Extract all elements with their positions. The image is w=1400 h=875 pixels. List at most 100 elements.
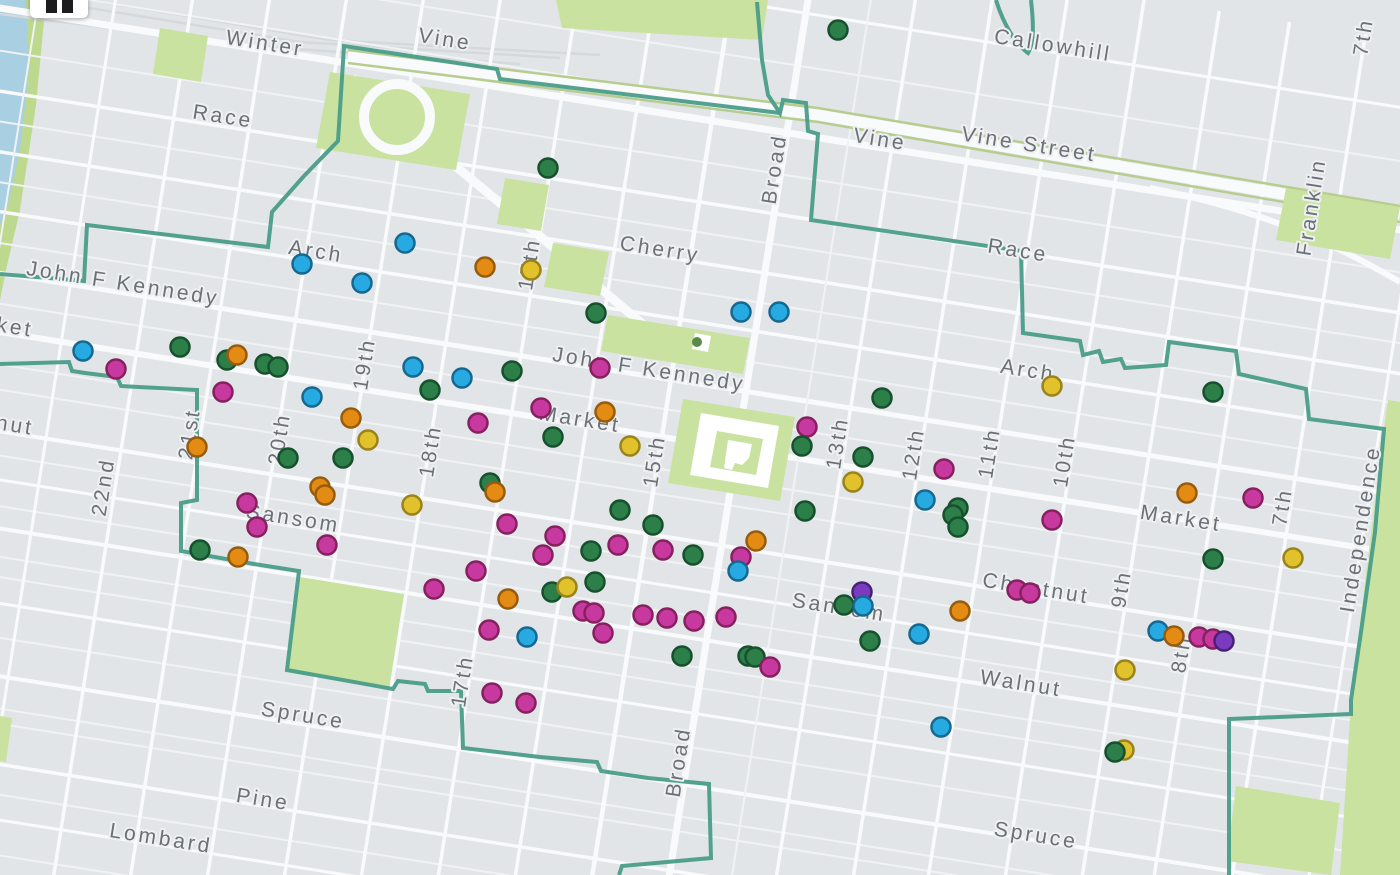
data-point-marker[interactable] bbox=[656, 607, 678, 629]
data-point-marker[interactable] bbox=[589, 357, 611, 379]
data-point-marker[interactable] bbox=[532, 544, 554, 566]
data-point-marker[interactable] bbox=[236, 492, 258, 514]
data-point-marker[interactable] bbox=[683, 610, 705, 632]
data-point-marker[interactable] bbox=[189, 539, 211, 561]
data-point-marker[interactable] bbox=[930, 716, 952, 738]
data-point-marker[interactable] bbox=[227, 546, 249, 568]
data-point-marker[interactable] bbox=[484, 481, 506, 503]
data-point-marker[interactable] bbox=[556, 576, 578, 598]
data-point-marker[interactable] bbox=[592, 622, 614, 644]
data-point-marker[interactable] bbox=[859, 630, 881, 652]
data-point-marker[interactable] bbox=[607, 534, 629, 556]
data-point-marker[interactable] bbox=[451, 367, 473, 389]
data-point-marker[interactable] bbox=[332, 447, 354, 469]
data-point-marker[interactable] bbox=[671, 645, 693, 667]
data-point-marker[interactable] bbox=[791, 435, 813, 457]
data-point-marker[interactable] bbox=[1202, 548, 1224, 570]
data-point-marker[interactable] bbox=[1019, 582, 1041, 604]
data-point-marker[interactable] bbox=[715, 606, 737, 628]
data-point-marker[interactable] bbox=[423, 578, 445, 600]
district-boundary bbox=[755, 1, 1387, 875]
data-point-marker[interactable] bbox=[246, 516, 268, 538]
data-point-marker[interactable] bbox=[1163, 625, 1185, 647]
data-point-marker[interactable] bbox=[314, 484, 336, 506]
data-point-marker[interactable] bbox=[516, 626, 538, 648]
data-point-marker[interactable] bbox=[1104, 741, 1126, 763]
data-point-marker[interactable] bbox=[474, 256, 496, 278]
data-point-marker[interactable] bbox=[914, 489, 936, 511]
data-point-marker[interactable] bbox=[301, 386, 323, 408]
data-point-marker[interactable] bbox=[467, 412, 489, 434]
data-point-marker[interactable] bbox=[530, 397, 552, 419]
data-point-marker[interactable] bbox=[537, 157, 559, 179]
data-point-marker[interactable] bbox=[949, 600, 971, 622]
data-point-marker[interactable] bbox=[580, 540, 602, 562]
data-point-marker[interactable] bbox=[105, 358, 127, 380]
data-point-marker[interactable] bbox=[478, 619, 500, 641]
data-point-marker[interactable] bbox=[501, 360, 523, 382]
data-point-marker[interactable] bbox=[1242, 487, 1264, 509]
data-point-marker[interactable] bbox=[340, 407, 362, 429]
data-point-marker[interactable] bbox=[871, 387, 893, 409]
data-point-marker[interactable] bbox=[402, 356, 424, 378]
data-point-marker[interactable] bbox=[1213, 630, 1235, 652]
data-point-marker[interactable] bbox=[542, 426, 564, 448]
data-point-marker[interactable] bbox=[585, 302, 607, 324]
data-point-marker[interactable] bbox=[796, 416, 818, 438]
data-point-marker[interactable] bbox=[72, 340, 94, 362]
data-point-marker[interactable] bbox=[169, 336, 191, 358]
data-point-marker[interactable] bbox=[1176, 482, 1198, 504]
map-control-button[interactable] bbox=[30, 0, 88, 18]
data-point-marker[interactable] bbox=[632, 604, 654, 626]
data-point-marker[interactable] bbox=[351, 272, 373, 294]
data-point-marker[interactable] bbox=[394, 232, 416, 254]
data-point-marker[interactable] bbox=[933, 458, 955, 480]
data-point-marker[interactable] bbox=[1041, 375, 1063, 397]
data-point-marker[interactable] bbox=[827, 19, 849, 41]
data-point-marker[interactable] bbox=[465, 560, 487, 582]
data-point-marker[interactable] bbox=[833, 594, 855, 616]
data-point-marker[interactable] bbox=[481, 682, 503, 704]
data-point-marker[interactable] bbox=[212, 381, 234, 403]
data-point-marker[interactable] bbox=[1202, 381, 1224, 403]
data-point-marker[interactable] bbox=[619, 435, 641, 457]
data-point-marker[interactable] bbox=[852, 595, 874, 617]
data-point-marker[interactable] bbox=[401, 494, 423, 516]
data-point-marker[interactable] bbox=[652, 539, 674, 561]
data-point-marker[interactable] bbox=[1282, 547, 1304, 569]
data-point-marker[interactable] bbox=[1114, 659, 1136, 681]
tree-icon bbox=[692, 337, 702, 347]
data-point-marker[interactable] bbox=[584, 571, 606, 593]
data-point-marker[interactable] bbox=[609, 499, 631, 521]
data-point-marker[interactable] bbox=[267, 356, 289, 378]
data-point-marker[interactable] bbox=[496, 513, 518, 535]
data-point-marker[interactable] bbox=[497, 588, 519, 610]
data-point-marker[interactable] bbox=[515, 692, 537, 714]
data-point-marker[interactable] bbox=[759, 656, 781, 678]
data-point-marker[interactable] bbox=[730, 301, 752, 323]
data-point-marker[interactable] bbox=[583, 602, 605, 624]
data-point-marker[interactable] bbox=[277, 447, 299, 469]
data-point-marker[interactable] bbox=[727, 560, 749, 582]
data-point-marker[interactable] bbox=[226, 344, 248, 366]
data-point-marker[interactable] bbox=[682, 544, 704, 566]
data-point-marker[interactable] bbox=[852, 446, 874, 468]
data-point-marker[interactable] bbox=[357, 429, 379, 451]
data-point-marker[interactable] bbox=[947, 516, 969, 538]
data-point-marker[interactable] bbox=[794, 500, 816, 522]
data-point-marker[interactable] bbox=[842, 471, 864, 493]
data-point-marker[interactable] bbox=[745, 530, 767, 552]
data-point-marker[interactable] bbox=[291, 253, 313, 275]
data-point-marker[interactable] bbox=[642, 514, 664, 536]
data-point-marker[interactable] bbox=[544, 525, 566, 547]
data-point-marker[interactable] bbox=[744, 646, 766, 668]
data-point-marker[interactable] bbox=[594, 401, 616, 423]
data-point-marker[interactable] bbox=[768, 301, 790, 323]
data-point-marker[interactable] bbox=[316, 534, 338, 556]
data-point-marker[interactable] bbox=[186, 436, 208, 458]
data-point-marker[interactable] bbox=[908, 623, 930, 645]
data-point-marker[interactable] bbox=[1041, 509, 1063, 531]
data-point-marker[interactable] bbox=[520, 259, 542, 281]
data-point-marker[interactable] bbox=[419, 379, 441, 401]
